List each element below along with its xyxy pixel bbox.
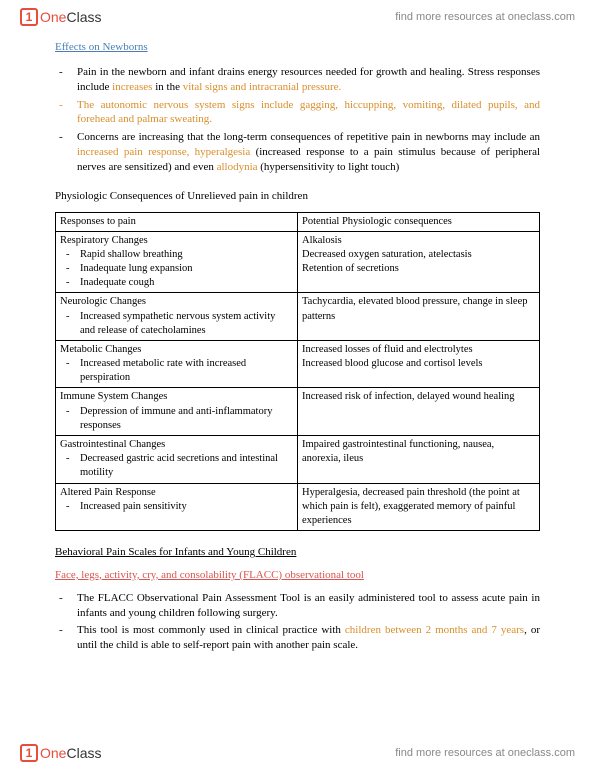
text-run-highlight: vital signs and intracranial pressure. bbox=[183, 81, 342, 93]
text-run: Concerns are increasing that the long-te… bbox=[77, 131, 540, 143]
page-header: OneClass find more resources at oneclass… bbox=[0, 0, 595, 30]
list-item: Concerns are increasing that the long-te… bbox=[73, 130, 540, 175]
document-body: Effects on Newborns Pain in the newborn … bbox=[0, 30, 595, 705]
text-run-highlight: allodynia bbox=[217, 161, 258, 173]
logo-text: OneClass bbox=[40, 745, 101, 761]
heading-behavioral-scales: Behavioral Pain Scales for Infants and Y… bbox=[55, 545, 540, 560]
heading-flacc: Face, legs, activity, cry, and consolabi… bbox=[55, 568, 540, 583]
text-run-highlight: The autonomic nervous system signs inclu… bbox=[77, 99, 540, 126]
table-row: Metabolic Changes Increased metabolic ra… bbox=[56, 340, 540, 388]
table-row: Immune System Changes Depression of immu… bbox=[56, 388, 540, 436]
list-item: The FLACC Observational Pain Assessment … bbox=[73, 591, 540, 621]
text-run: This tool is most commonly used in clini… bbox=[77, 624, 345, 636]
cell-title: Immune System Changes bbox=[60, 391, 167, 402]
cell-title: Metabolic Changes bbox=[60, 344, 141, 355]
logo-icon bbox=[20, 8, 38, 26]
cell-item: Depression of immune and anti-inflammato… bbox=[78, 405, 293, 433]
heading-effects-newborns: Effects on Newborns bbox=[55, 40, 540, 55]
find-resources-link[interactable]: find more resources at oneclass.com bbox=[395, 747, 575, 759]
cell-line: Increased losses of fluid and electrolyt… bbox=[302, 343, 535, 357]
find-resources-link[interactable]: find more resources at oneclass.com bbox=[395, 11, 575, 23]
cell-item: Increased metabolic rate with increased … bbox=[78, 357, 293, 385]
table-header-cell: Responses to pain bbox=[56, 212, 298, 231]
cell-line: Decreased oxygen saturation, atelectasis bbox=[302, 248, 535, 262]
cell-item: Increased pain sensitivity bbox=[78, 500, 293, 514]
cell-line: Retention of secretions bbox=[302, 262, 535, 276]
table-row: Respiratory Changes Rapid shallow breath… bbox=[56, 231, 540, 293]
list-item: The autonomic nervous system signs inclu… bbox=[73, 98, 540, 128]
cell-title: Altered Pain Response bbox=[60, 487, 156, 498]
table-cell: Hyperalgesia, decreased pain threshold (… bbox=[298, 483, 540, 531]
table-cell: Impaired gastrointestinal functioning, n… bbox=[298, 436, 540, 484]
text-run: in the bbox=[152, 81, 182, 93]
text-run-highlight: increased pain response, hyperalgesia bbox=[77, 146, 250, 158]
table-cell: Gastrointestinal Changes Decreased gastr… bbox=[56, 436, 298, 484]
table-row: Altered Pain Response Increased pain sen… bbox=[56, 483, 540, 531]
flacc-bullet-list: The FLACC Observational Pain Assessment … bbox=[55, 591, 540, 653]
newborns-bullet-list: Pain in the newborn and infant drains en… bbox=[55, 65, 540, 175]
table-cell: Tachycardia, elevated blood pressure, ch… bbox=[298, 293, 540, 341]
table-cell: Immune System Changes Depression of immu… bbox=[56, 388, 298, 436]
table-row: Responses to pain Potential Physiologic … bbox=[56, 212, 540, 231]
cell-line: Alkalosis bbox=[302, 234, 535, 248]
cell-item: Inadequate lung expansion bbox=[78, 262, 293, 276]
table-row: Gastrointestinal Changes Decreased gastr… bbox=[56, 436, 540, 484]
table-cell: Increased losses of fluid and electrolyt… bbox=[298, 340, 540, 388]
table-header-cell: Potential Physiologic consequences bbox=[298, 212, 540, 231]
logo-icon bbox=[20, 744, 38, 762]
cell-title: Neurologic Changes bbox=[60, 296, 146, 307]
cell-title: Respiratory Changes bbox=[60, 235, 148, 246]
logo-text-class: Class bbox=[66, 9, 101, 25]
brand-logo: OneClass bbox=[20, 744, 101, 762]
logo-text: OneClass bbox=[40, 9, 101, 25]
text-run-highlight: increases bbox=[112, 81, 152, 93]
cell-item: Increased sympathetic nervous system act… bbox=[78, 310, 293, 338]
cell-item: Decreased gastric acid secretions and in… bbox=[78, 452, 293, 480]
logo-text-one: One bbox=[40, 745, 66, 761]
table-cell: Metabolic Changes Increased metabolic ra… bbox=[56, 340, 298, 388]
heading-physiologic: Physiologic Consequences of Unrelieved p… bbox=[55, 189, 540, 204]
table-cell: Altered Pain Response Increased pain sen… bbox=[56, 483, 298, 531]
physiologic-table: Responses to pain Potential Physiologic … bbox=[55, 212, 540, 531]
logo-text-class: Class bbox=[66, 745, 101, 761]
text-run: (hypersensitivity to light touch) bbox=[258, 161, 400, 173]
logo-text-one: One bbox=[40, 9, 66, 25]
page-footer: OneClass find more resources at oneclass… bbox=[0, 736, 595, 770]
list-item: This tool is most commonly used in clini… bbox=[73, 623, 540, 653]
table-cell: Alkalosis Decreased oxygen saturation, a… bbox=[298, 231, 540, 293]
text-run-highlight: children between 2 months and 7 years bbox=[345, 624, 524, 636]
cell-line: Increased blood glucose and cortisol lev… bbox=[302, 357, 535, 371]
cell-item: Rapid shallow breathing bbox=[78, 248, 293, 262]
brand-logo: OneClass bbox=[20, 8, 101, 26]
table-cell: Increased risk of infection, delayed wou… bbox=[298, 388, 540, 436]
table-row: Neurologic Changes Increased sympathetic… bbox=[56, 293, 540, 341]
cell-title: Gastrointestinal Changes bbox=[60, 439, 165, 450]
cell-item: Inadequate cough bbox=[78, 276, 293, 290]
list-item: Pain in the newborn and infant drains en… bbox=[73, 65, 540, 95]
table-cell: Neurologic Changes Increased sympathetic… bbox=[56, 293, 298, 341]
table-cell: Respiratory Changes Rapid shallow breath… bbox=[56, 231, 298, 293]
